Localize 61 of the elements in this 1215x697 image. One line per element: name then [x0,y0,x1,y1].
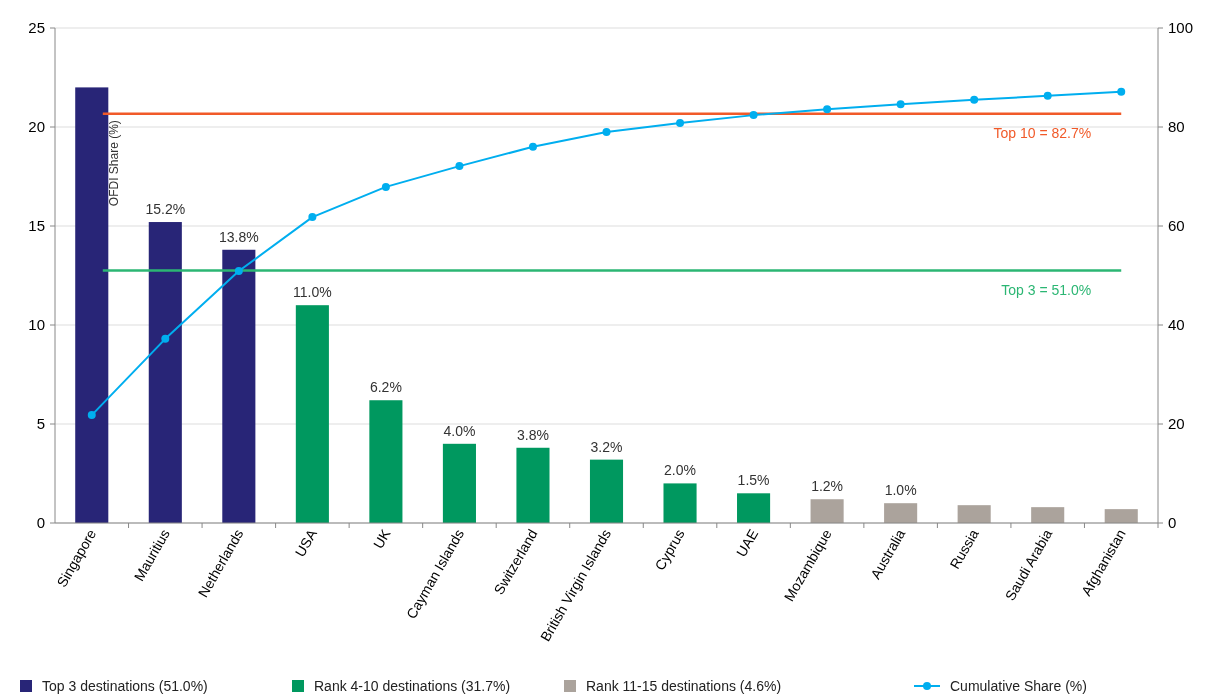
point [1043,91,1052,100]
data-label: 11.0% [293,284,332,301]
y-tick-label: 15 [28,217,45,234]
point [823,105,832,114]
y2-tick-label: 100 [1168,19,1194,36]
data-label: 2.0% [664,462,696,479]
point [970,95,979,104]
y-tick-label: 5 [36,415,45,432]
data-label: 13.8% [218,228,259,245]
data-label: 15.2% [145,201,186,218]
legend-label: Top 3 destinations (51.0%) [42,678,208,694]
point [528,142,537,151]
y2-tick-label: 40 [1168,316,1185,333]
y-tick-label: 0 [36,514,45,531]
data-label: 3.2% [590,438,623,455]
point [87,411,96,420]
data-label: 6.2% [369,379,402,396]
legend-label: Rank 11-15 destinations (4.6%) [586,678,782,694]
point [602,127,611,136]
point [749,111,758,120]
y2-tick-label: 20 [1168,415,1185,432]
y-tick-label: 25 [28,19,45,36]
bar [810,499,844,523]
bar [369,400,403,523]
bar [75,87,109,523]
bar [516,447,550,523]
bar [222,249,256,523]
bar [957,505,991,523]
legend-label: Rank 4-10 destinations (31.7%) [314,678,511,694]
data-label: 1.0% [884,482,917,499]
y2-tick-label: 0 [1168,514,1177,531]
bar [884,503,918,523]
point [161,334,170,343]
y-axis-title: OFDI Share (%) [106,120,121,207]
point [896,100,905,109]
y-tick-label: 20 [28,118,45,135]
point [308,213,317,222]
x-tick-label: UK [369,525,394,552]
y2-tick-label: 80 [1168,118,1185,135]
y2-tick-label: 60 [1168,217,1185,234]
ref-line-label: Top 3 = 51.0% [1001,281,1092,298]
point [381,182,390,191]
bar [295,305,329,523]
ref-line-label: Top 10 = 82.7% [993,124,1092,141]
data-label: 4.0% [443,422,476,439]
legend-label: Cumulative Share (%) [950,678,1087,694]
data-label: 3.8% [517,426,549,443]
data-label: 1.2% [811,478,844,495]
bar [737,493,771,523]
data-label: 1.5% [737,472,770,489]
bar [1104,509,1138,523]
y-tick-label: 10 [28,316,45,333]
bar [148,222,182,523]
point [234,267,243,276]
point [455,162,464,171]
bar [663,483,697,523]
bar [1031,507,1065,523]
point [1117,87,1126,96]
bar [589,459,624,523]
bar [442,443,476,523]
point [676,119,685,128]
